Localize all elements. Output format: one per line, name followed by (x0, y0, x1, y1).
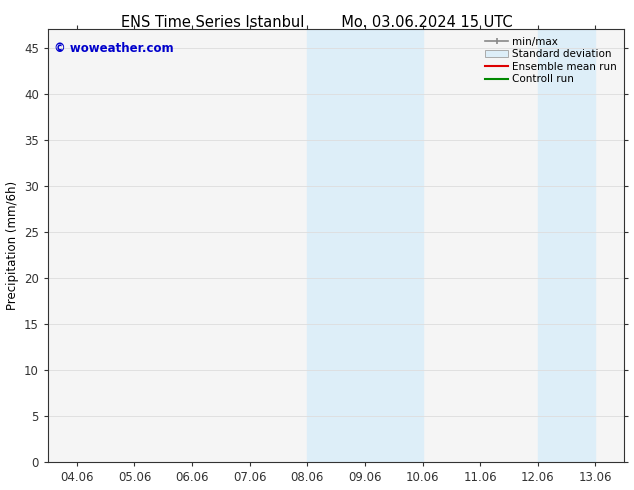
Text: © woweather.com: © woweather.com (54, 42, 174, 55)
Text: ENS Time Series Istanbul        Mo. 03.06.2024 15 UTC: ENS Time Series Istanbul Mo. 03.06.2024 … (121, 15, 513, 30)
Bar (365, 29, 423, 463)
Y-axis label: Precipitation (mm/6h): Precipitation (mm/6h) (6, 181, 18, 311)
Legend: min/max, Standard deviation, Ensemble mean run, Controll run: min/max, Standard deviation, Ensemble me… (483, 34, 619, 87)
Bar (307, 29, 365, 463)
Bar (538, 29, 595, 463)
